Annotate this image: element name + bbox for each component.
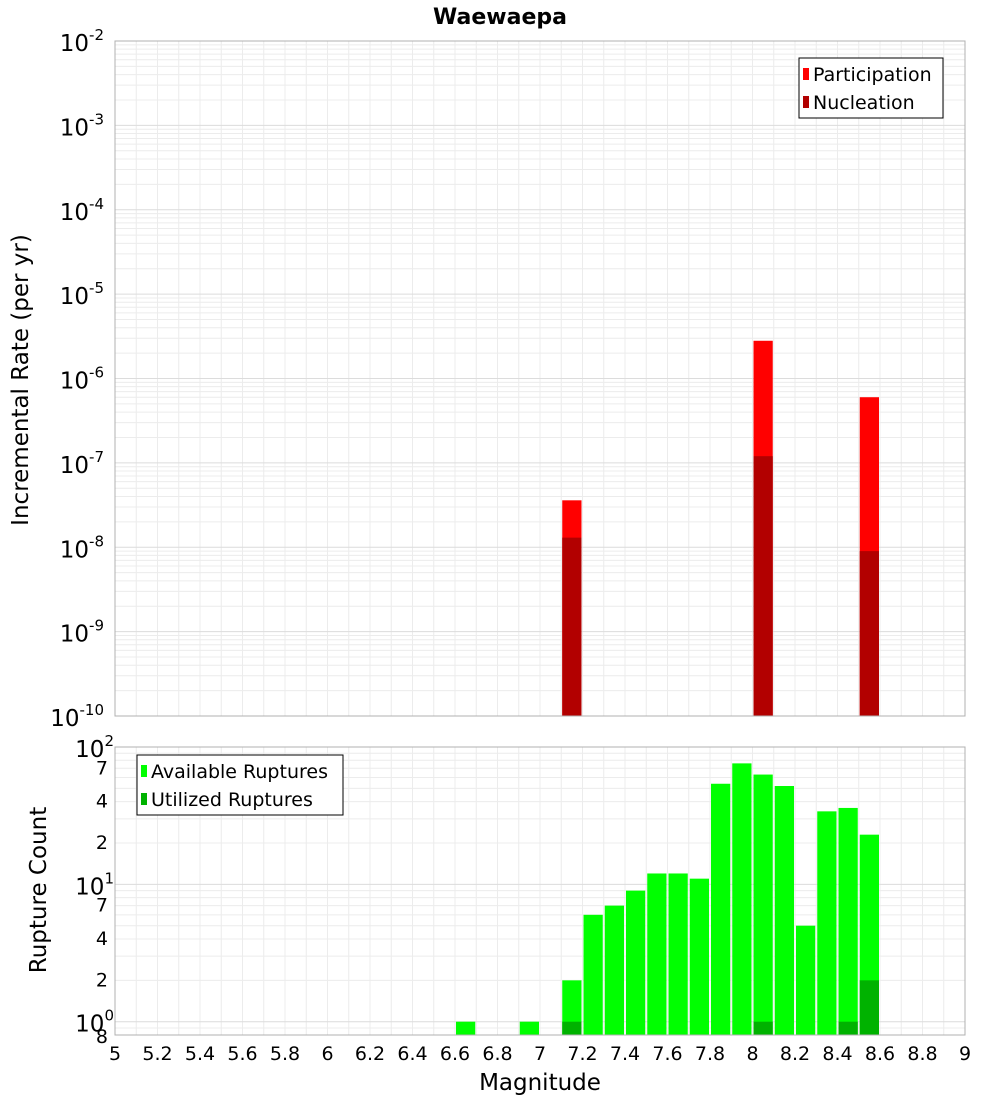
x-tick-label: 6.2: [355, 1043, 385, 1065]
chart-title: Waewaepa: [433, 5, 567, 30]
x-tick-label: 5.6: [227, 1043, 257, 1065]
available-ruptures-bar: [519, 1021, 539, 1035]
top-y-tick-label: 10-3: [60, 110, 104, 141]
top-legend: Participation Nucleation: [798, 57, 944, 119]
top-y-tick-label: 10-6: [60, 364, 104, 395]
x-tick-label: 7.8: [695, 1043, 725, 1065]
x-tick-label: 7.6: [652, 1043, 682, 1065]
available-ruptures-bar: [562, 980, 582, 1035]
top-legend-box: [798, 57, 944, 119]
x-tick-label: 6.6: [440, 1043, 470, 1065]
x-tick-label: 5.8: [270, 1043, 300, 1065]
bottom-y-minor-tick-label: 4: [96, 791, 108, 813]
top-y-axis-title: Incremental Rate (per yr): [8, 234, 34, 526]
x-tick-label: 5.2: [142, 1043, 172, 1065]
bottom-legend-box: [136, 754, 344, 816]
grid-lines: [114, 41, 966, 1036]
x-tick-label: 6: [321, 1043, 333, 1065]
nucleation-bar: [753, 456, 773, 716]
available-ruptures-bar: [753, 774, 773, 1035]
available-ruptures-bar: [647, 873, 667, 1035]
x-tick-label: 7.4: [610, 1043, 640, 1065]
available-ruptures-bar: [604, 905, 624, 1035]
legend-swatch: [803, 96, 809, 108]
legend-swatch: [141, 765, 147, 777]
top-y-tick-label: 10-9: [60, 617, 104, 648]
x-tick-label: 8.2: [780, 1043, 810, 1065]
top-y-tick-label: 10-8: [60, 532, 104, 563]
available-ruptures-bar: [774, 786, 794, 1035]
legend-label: Participation: [813, 64, 932, 86]
x-tick-label: 6.4: [397, 1043, 427, 1065]
legend-label: Available Ruptures: [151, 761, 328, 783]
legend-swatch: [141, 793, 147, 805]
bottom-y-minor-tick-label: 2: [96, 832, 108, 854]
top-y-tick-label: 10-2: [60, 26, 104, 57]
x-tick-label: 8.4: [822, 1043, 852, 1065]
x-tick-label: 5.4: [185, 1043, 215, 1065]
utilized-ruptures-bar: [562, 1021, 582, 1035]
legend-label: Utilized Ruptures: [151, 789, 313, 811]
available-ruptures-bar: [626, 890, 646, 1035]
bottom-y-minor-tick-label: 7: [96, 895, 108, 917]
available-ruptures-bar: [817, 811, 837, 1035]
top-plot-border: [114, 40, 966, 717]
bottom-legend: Available Ruptures Utilized Ruptures: [136, 754, 344, 816]
nucleation-bar: [562, 537, 582, 716]
x-tick-label: 6.8: [482, 1043, 512, 1065]
available-ruptures-bar: [711, 783, 731, 1035]
bottom-y-minor-tick-label: 8: [96, 1026, 108, 1048]
x-tick-label: 8.8: [907, 1043, 937, 1065]
available-ruptures-bar: [838, 807, 858, 1035]
x-axis-title: Magnitude: [479, 1070, 601, 1096]
legend-swatch: [803, 68, 809, 80]
legend-label: Nucleation: [813, 92, 915, 114]
available-ruptures-bar: [668, 873, 688, 1035]
available-ruptures-bar: [796, 925, 816, 1035]
available-ruptures-bar: [583, 914, 603, 1035]
bottom-y-minor-tick-label: 2: [96, 969, 108, 991]
x-tick-label: 7: [534, 1043, 546, 1065]
top-y-tick-label: 10-4: [60, 195, 104, 226]
bottom-plot-border: [114, 746, 966, 1036]
bottom-y-minor-tick-label: 4: [96, 928, 108, 950]
bottom-y-major-tick-label: 100: [75, 1007, 114, 1038]
available-ruptures-bar: [732, 763, 752, 1035]
utilized-ruptures-bar: [838, 1021, 858, 1035]
utilized-ruptures-bar: [753, 1021, 773, 1035]
x-tick-label: 7.2: [567, 1043, 597, 1065]
x-tick-label: 5: [109, 1043, 121, 1065]
utilized-ruptures-bar: [859, 980, 879, 1035]
top-y-tick-label: 10-5: [60, 279, 104, 310]
bottom-y-minor-tick-label: 7: [96, 757, 108, 779]
top-y-tick-label: 10-7: [60, 448, 104, 479]
bottom-y-major-tick-label: 101: [75, 869, 114, 900]
top-y-tick-label: 10-10: [50, 701, 104, 732]
x-tick-label: 9: [959, 1043, 971, 1065]
x-tick-label: 8.6: [865, 1043, 895, 1065]
bottom-y-axis-title: Rupture Count: [26, 807, 52, 973]
available-ruptures-bar: [689, 878, 709, 1035]
available-ruptures-bar: [456, 1021, 476, 1035]
bottom-y-major-tick-label: 102: [75, 732, 114, 763]
x-tick-label: 8: [746, 1043, 758, 1065]
nucleation-bar: [859, 551, 879, 716]
